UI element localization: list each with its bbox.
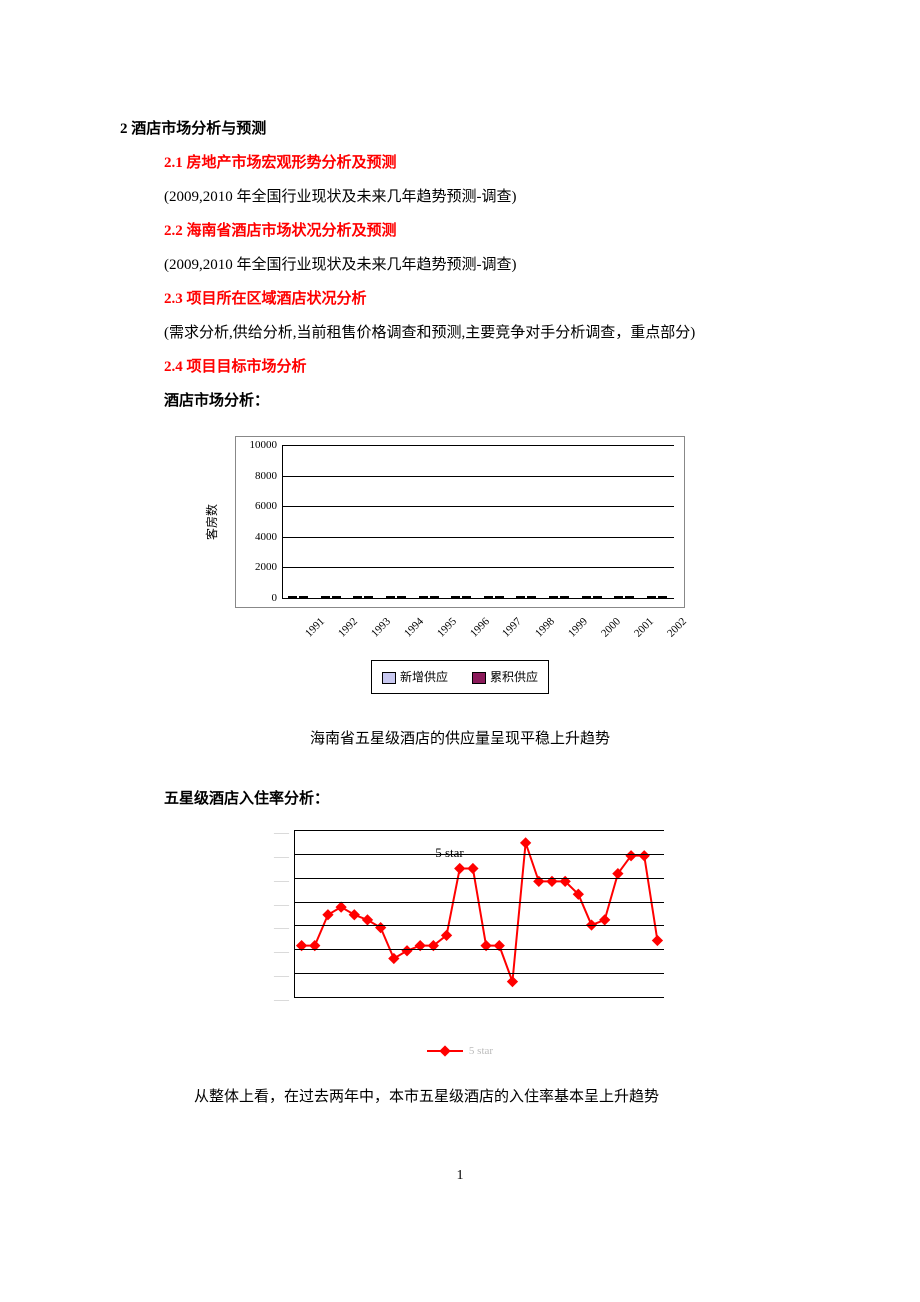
bar-chart-legend: 新增供应 累积供应 [371,660,549,694]
line-legend-marker [427,1050,463,1052]
document-page: 2 酒店市场分析与预测 2.1 房地产市场宏观形势分析及预测 (2009,201… [0,0,920,1250]
bar-chart-y-label: 客房数 [200,504,224,540]
page-number: 1 [120,1162,800,1190]
legend-swatch-new [382,672,396,684]
legend-label-new: 新增供应 [400,670,448,684]
bar-x-label: 1998 [530,612,561,643]
bar-x-label: 1991 [300,612,331,643]
bar-chart-plot: 0200040006000800010000 [282,445,674,599]
bar-y-tick: 2000 [237,556,277,578]
body-text-occupancy: 从整体上看，在过去两年中，本市五星级酒店的入住率基本呈上升趋势 [164,1082,800,1112]
heading-2-3: 2.3 项目所在区域酒店状况分析 [120,284,800,314]
line-chart-plot: ________________________5 star [294,830,664,998]
text-2-1: (2009,2010 年全国行业现状及未来几年趋势预测-调查) [120,182,800,212]
line-chart-annotation: 5 star [435,840,464,866]
bar-x-label: 1994 [398,612,429,643]
line-chart-legend: 5 star [250,1040,670,1062]
heading-2-1: 2.1 房地产市场宏观形势分析及预测 [120,148,800,178]
heading-2-4: 2.4 项目目标市场分析 [120,352,800,382]
bar-y-tick: 10000 [237,434,277,456]
bar-x-label: 1995 [431,612,462,643]
legend-label-cum: 累积供应 [490,670,538,684]
bar-y-tick: 4000 [237,526,277,548]
legend-swatch-cum [472,672,486,684]
bar-x-label: 2001 [628,612,659,643]
bar-x-label: 2000 [595,612,626,643]
bar-chart-caption: 海南省五星级酒店的供应量呈现平稳上升趋势 [120,724,800,754]
heading-2-2: 2.2 海南省酒店市场状况分析及预测 [120,216,800,246]
bar-x-label: 1993 [366,612,397,643]
bar-x-label: 1999 [563,612,594,643]
legend-item-new: 新增供应 [382,665,448,689]
bar-y-tick: 8000 [237,465,277,487]
bar-x-label: 2002 [661,612,692,643]
line-chart-svg [295,830,664,997]
text-2-3: (需求分析,供给分析,当前租售价格调查和预测,主要竞争对手分析调查，重点部分) [120,318,800,348]
bar-x-label: 1992 [333,612,364,643]
subheading-occupancy: 五星级酒店入住率分析： [120,784,800,814]
bar-chart: 客房数 0200040006000800010000 1991199219931… [235,436,685,694]
heading-2: 2 酒店市场分析与预测 [120,114,800,144]
line-chart-box: ________________________5 star [250,824,670,1034]
text-2-2: (2009,2010 年全国行业现状及未来几年趋势预测-调查) [120,250,800,280]
legend-item-cum: 累积供应 [472,665,538,689]
bar-chart-x-labels: 1991199219931994199519961997199819992000… [281,608,675,654]
subheading-hotel-market: 酒店市场分析： [120,386,800,416]
bar-y-tick: 0 [237,587,277,609]
bar-x-label: 1997 [497,612,528,643]
line-chart: ________________________5 star 5 star [250,824,670,1062]
bar-y-tick: 6000 [237,495,277,517]
bar-x-label: 1996 [464,612,495,643]
line-legend-label: 5 star [469,1045,493,1057]
bar-chart-box: 客房数 0200040006000800010000 [235,436,685,608]
